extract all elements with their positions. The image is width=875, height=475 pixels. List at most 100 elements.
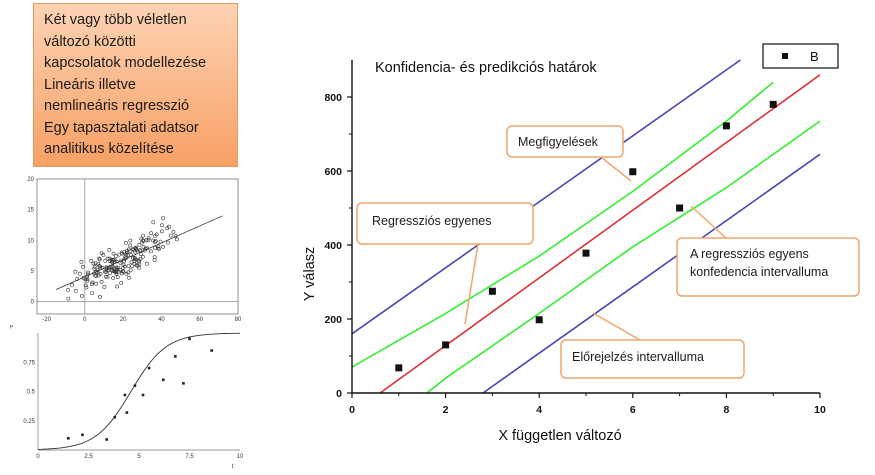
thumb-point xyxy=(159,229,164,234)
thumb-point xyxy=(124,251,129,255)
topic-line: analitikus közelítése xyxy=(44,141,174,157)
thumb-point xyxy=(152,255,157,260)
thumb-point xyxy=(126,270,131,275)
thumb-point xyxy=(90,291,95,296)
confidence-lower-line xyxy=(426,120,821,394)
logistic-point xyxy=(133,384,137,387)
thumb-point xyxy=(121,270,126,274)
legend-marker xyxy=(782,53,788,59)
thumb-point xyxy=(80,294,84,298)
thumb-point xyxy=(110,265,114,269)
y-tick-label: 600 xyxy=(324,166,342,178)
data-point xyxy=(722,122,730,130)
thumb-point xyxy=(160,223,164,228)
thumb-point xyxy=(79,260,84,264)
thumb-point xyxy=(73,269,78,274)
thumb-y-tick-label: 5 xyxy=(31,269,35,275)
thumb-point xyxy=(161,244,166,249)
thumb-point xyxy=(104,274,108,279)
x-axis-label: X független változó xyxy=(498,428,621,444)
x-tick-label: 4 xyxy=(536,404,542,416)
thumb-point xyxy=(174,237,179,242)
topic-line: változó közötti xyxy=(44,33,136,50)
thumb-point xyxy=(90,280,95,285)
thumb-point xyxy=(125,253,130,257)
logistic-thumbnail-chart: 0 2.5 5 7.5 10 0.25 0.5 0.75 t p xyxy=(10,325,244,470)
thumb-point xyxy=(93,261,98,266)
data-point xyxy=(676,204,684,212)
topic-line: kapcsolatok modellezése xyxy=(44,55,207,71)
thumb-point xyxy=(133,246,138,251)
thumb-point xyxy=(114,271,119,276)
topic-line: Egy tapasztalati adatsor xyxy=(44,119,199,136)
topic-line: nemlineáris regresszió xyxy=(44,98,190,114)
thumb-point xyxy=(73,288,78,293)
thumb-point xyxy=(137,262,142,267)
thumb-point xyxy=(152,240,157,244)
callout-prediction-text: Előrejelzés intervalluma xyxy=(572,350,704,364)
thumb-point xyxy=(140,238,145,243)
thumb-point xyxy=(124,241,128,245)
thumb-point xyxy=(122,264,127,269)
thumb-point xyxy=(105,256,110,261)
thumb-x-tick-label: 80 xyxy=(235,317,242,322)
confidence-prediction-chart: Konfidencia- és predikciós határok 0 2 4 6 8… xyxy=(302,43,839,444)
thumb-point xyxy=(144,238,149,243)
thumb-y-tick-label: 15 xyxy=(27,208,34,214)
thumb-point xyxy=(154,232,159,237)
callout-regression-text: Regressziós egyenes xyxy=(372,214,492,228)
confidence-upper-line xyxy=(351,81,774,368)
thumb-point xyxy=(153,239,158,244)
thumb-point xyxy=(77,271,82,276)
thumb-point xyxy=(115,275,120,280)
thumb-point xyxy=(113,254,118,259)
thumb-point xyxy=(141,233,146,238)
thumb-point xyxy=(128,249,133,254)
thumb-point xyxy=(155,246,160,251)
thumb-fit-line xyxy=(55,215,223,290)
data-point xyxy=(535,316,543,324)
data-point xyxy=(442,341,450,349)
prediction-upper-line xyxy=(351,59,741,335)
topic-line: Két vagy több véletlen xyxy=(44,12,187,28)
thumb-x-tick-label: 40 xyxy=(158,317,165,322)
thumb-point xyxy=(141,239,146,244)
thumb-point xyxy=(130,264,135,269)
y-tick-label: 200 xyxy=(324,314,342,326)
y-tick-label: 800 xyxy=(324,92,342,104)
logistic-x-tick-label: 7.5 xyxy=(185,454,194,460)
thumb-point xyxy=(110,260,115,265)
thumb-point xyxy=(92,264,97,269)
logistic-y-tick-label: 0.25 xyxy=(23,419,35,425)
thumb-point xyxy=(66,288,71,292)
logistic-y-tick-label: 0.5 xyxy=(27,390,36,396)
logistic-x-tick-label: 2.5 xyxy=(84,454,93,460)
thumb-point xyxy=(111,276,116,280)
logistic-x-tick-label: 0 xyxy=(36,454,40,460)
data-point xyxy=(395,364,403,372)
thumb-point xyxy=(122,250,126,255)
thumb-point xyxy=(97,257,102,262)
thumb-point xyxy=(115,284,120,289)
thumb-point xyxy=(83,283,88,288)
regression-line xyxy=(379,74,821,394)
thumb-point xyxy=(141,245,146,250)
logistic-point xyxy=(141,393,145,397)
thumb-point xyxy=(117,252,122,257)
thumb-point xyxy=(161,216,166,221)
thumb-point xyxy=(107,247,112,252)
thumb-point xyxy=(124,252,129,257)
thumb-point xyxy=(138,252,143,257)
thumb-x-tick-label: 0 xyxy=(83,317,87,322)
thumb-point xyxy=(153,245,157,250)
logistic-point xyxy=(125,411,129,414)
thumb-y-tick-label: 10 xyxy=(27,238,34,244)
thumb-point xyxy=(149,231,154,236)
thumb-point xyxy=(151,220,156,225)
thumb-point xyxy=(116,265,121,270)
callout-regression-line: Regressziós egyenes xyxy=(356,202,534,325)
thumb-point xyxy=(98,264,103,269)
thumb-point xyxy=(119,258,124,263)
logistic-point xyxy=(123,393,127,397)
